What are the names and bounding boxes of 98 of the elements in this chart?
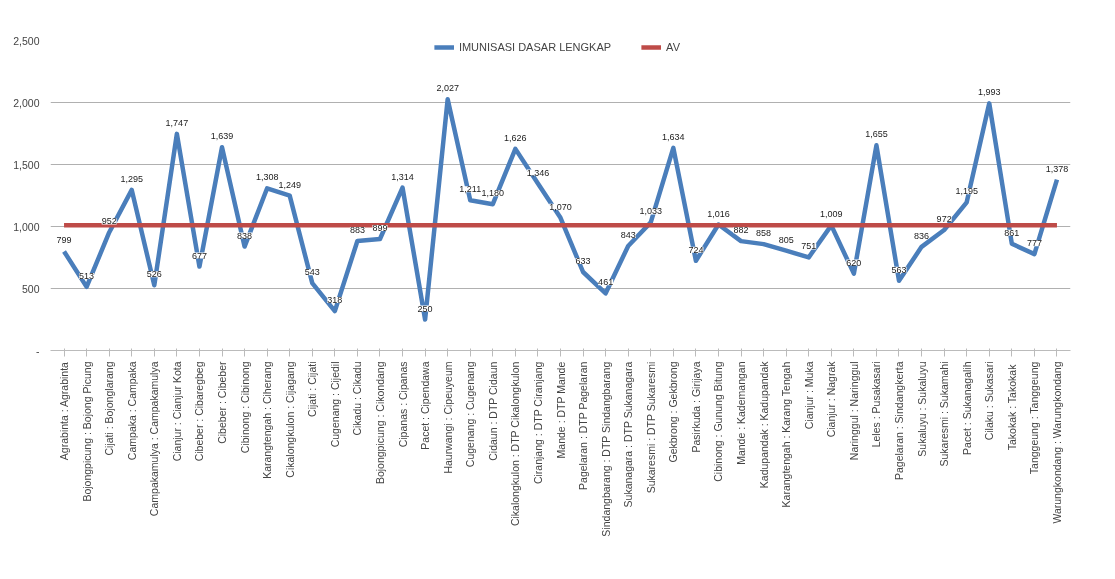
data-label: 1,033 xyxy=(639,206,663,217)
y-tick-label: - xyxy=(36,344,40,357)
x-tick-label: Sukanagara : DTP Sukanagara xyxy=(622,361,635,508)
data-label: 1,009 xyxy=(820,209,843,220)
x-tick-label: Cikalongkulon : DTP Cikalongkulon xyxy=(509,361,522,527)
data-label: 861 xyxy=(1004,227,1020,238)
data-label: 1,626 xyxy=(504,132,527,143)
data-label: 1,016 xyxy=(707,208,730,219)
data-label: 1,249 xyxy=(278,179,301,190)
x-tick-label: Mande : DTP Mande xyxy=(554,361,567,459)
data-label: 1,314 xyxy=(391,171,414,182)
x-tick-label: Cugenang : Cijedil xyxy=(328,361,341,448)
data-label: 563 xyxy=(891,264,907,275)
legend-label: AV xyxy=(666,40,681,54)
x-tick-label: Tanggeung : Tanggeung xyxy=(1028,361,1041,475)
x-tick-label: Cianjur : Nagrak xyxy=(825,360,838,438)
x-tick-label: Sukaresmi : Sukamahi xyxy=(938,361,951,467)
data-label: 1,634 xyxy=(662,131,685,142)
data-label: 633 xyxy=(575,256,591,267)
data-label: 777 xyxy=(1026,238,1042,249)
y-tick-label: 1,500 xyxy=(13,158,40,171)
x-tick-label: Bojongpicung : Bojong Picung xyxy=(80,361,93,502)
data-label: 1,195 xyxy=(955,186,978,197)
x-tick-label: Bojongpicung : Cikondang xyxy=(373,361,386,485)
x-tick-label: Cikadu : Cikadu xyxy=(351,361,364,436)
data-label: 836 xyxy=(914,230,930,241)
data-label: 461 xyxy=(598,277,614,288)
x-tick-label: Sukaresmi : DTP Sukaresmi xyxy=(644,361,657,494)
x-tick-label: Leles : Pusakasari xyxy=(870,361,883,448)
data-label: 1,346 xyxy=(526,167,550,178)
data-label: 513 xyxy=(79,270,95,281)
x-tick-label: Karangtengah : Ciherang xyxy=(261,361,274,479)
x-tick-label: Campakamulya : Campakamulya xyxy=(148,361,161,517)
x-tick-label: Cianjur : Muka xyxy=(802,361,815,430)
x-tick-label: Cibeber : Cibaregbeg xyxy=(193,361,206,462)
data-label: 972 xyxy=(936,213,952,224)
x-tick-label: Pasirkuda : Girijaya xyxy=(689,361,702,453)
y-tick-label: 2,500 xyxy=(13,34,40,47)
x-tick-label: Cibinong : Gunung Bitung xyxy=(712,361,725,482)
data-label: 805 xyxy=(778,234,794,245)
x-tick-label: Naringgul : Naringgul xyxy=(847,361,860,461)
y-tick-label: 2,000 xyxy=(13,96,40,109)
x-tick-label: Cibinong : Cibinong xyxy=(238,361,251,454)
x-tick-label: Sukaluyu : Sukaluyu xyxy=(915,361,928,457)
data-label: 677 xyxy=(191,250,207,261)
x-tick-label: Warungkondang : Warungkondang xyxy=(1050,361,1063,524)
data-label: 2,027 xyxy=(436,83,459,94)
x-tick-label: Agrabinta : Agrabinta xyxy=(58,361,71,461)
x-tick-label: Pacet : Cipendawa xyxy=(419,361,432,450)
x-tick-label: Karangtengah : Karang Tengah xyxy=(780,361,793,508)
x-tick-label: Gekbrong : Gekbrong xyxy=(667,361,680,463)
data-label: 1,180 xyxy=(481,188,505,199)
x-tick-label: Cijati : Bojonglarang xyxy=(103,361,116,456)
data-label: 543 xyxy=(304,267,320,278)
x-tick-label: Takokak : Takokak xyxy=(1005,363,1018,451)
x-tick-label: Ciranjang : DTP Ciranjang xyxy=(531,361,544,485)
x-tick-label: Mande : Kademangan xyxy=(735,361,748,465)
data-label: 1,378 xyxy=(1045,163,1069,174)
data-label: 1,993 xyxy=(978,87,1001,98)
data-label: 526 xyxy=(146,269,162,280)
data-label: 883 xyxy=(349,225,365,236)
x-tick-label: Cugenang : Cugenang xyxy=(464,361,477,468)
data-label: 843 xyxy=(620,229,636,240)
legend-label: IMUNISASI DASAR LENGKAP xyxy=(458,40,612,54)
data-label: 751 xyxy=(801,241,817,252)
x-tick-label: Pagelaran : Sindangkerta xyxy=(893,361,905,480)
data-label: 1,211 xyxy=(459,184,482,195)
x-tick-label: Cikalongkulon : Cijagang xyxy=(283,361,296,478)
x-tick-label: Pagelaran : DTP Pagelaran xyxy=(577,361,590,490)
x-tick-label: Cibeber : Cibeber xyxy=(216,361,228,444)
data-label: 952 xyxy=(101,216,117,227)
x-tick-label: Cianjur : Cianjur Kota xyxy=(170,361,183,462)
x-tick-label: Sindangbarang : DTP Sindangbarang xyxy=(599,361,612,537)
data-label: 1,639 xyxy=(210,131,234,142)
data-label: 838 xyxy=(237,230,253,241)
x-tick-label: Cidaun : DTP Cidaun xyxy=(486,361,499,461)
x-tick-label: Cilaku : Sukasari xyxy=(983,361,996,441)
x-tick-label: Cipanas : Cipanas xyxy=(396,361,409,448)
data-label: 1,747 xyxy=(165,117,189,128)
y-tick-label: 1,000 xyxy=(13,220,40,233)
y-tick-label: 500 xyxy=(21,282,40,295)
data-label: 1,655 xyxy=(865,129,888,140)
x-tick-label: Kadupandak : Kadupandak xyxy=(757,360,770,489)
data-label: 318 xyxy=(327,295,343,306)
data-label: 1,070 xyxy=(549,201,572,212)
data-label: 799 xyxy=(56,235,72,246)
data-label: 620 xyxy=(846,257,862,268)
data-label: 1,295 xyxy=(120,173,144,184)
x-tick-label: Cijati : Cijati xyxy=(306,361,319,417)
x-tick-label: Pacet : Sukanagalih xyxy=(960,361,973,455)
data-label: 899 xyxy=(372,223,388,234)
x-tick-label: Haurwangi : Cipeuyeum xyxy=(441,361,454,474)
data-label: 858 xyxy=(756,228,772,239)
data-label: 250 xyxy=(417,303,433,314)
data-label: 724 xyxy=(688,244,704,255)
x-tick-label: Campaka : Campaka xyxy=(125,361,138,461)
data-label: 1,308 xyxy=(255,172,279,183)
data-label: 882 xyxy=(733,225,749,236)
